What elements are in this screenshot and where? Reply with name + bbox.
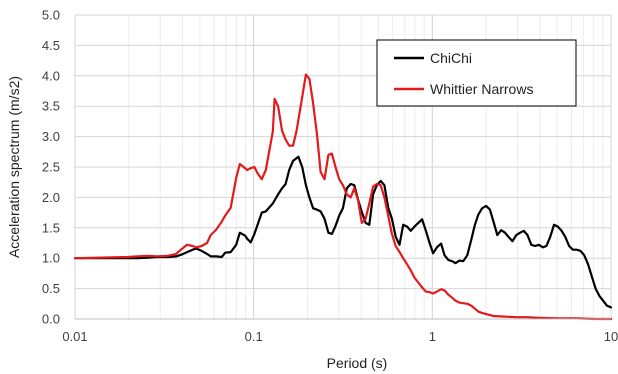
legend-label-whittier-narrows: Whittier Narrows (430, 81, 533, 97)
series-line-whittier-narrows (73, 73, 613, 321)
y-tick-label: 2.0 (42, 190, 60, 205)
x-tick-label: 0.01 (62, 329, 87, 344)
legend-label-chichi: ChiChi (430, 50, 472, 66)
legend: ChiChi Whittier Narrows (376, 39, 577, 107)
y-tick-label: 3.5 (42, 99, 60, 114)
y-axis-tick-labels: 0.0 0.5 1.0 1.5 2.0 2.5 3.0 3.5 4.0 4.5 5.0 (42, 8, 60, 327)
y-tick-label: 2.5 (42, 160, 60, 175)
x-tick-label: 1 (429, 329, 436, 344)
y-tick-label: 4.5 (42, 38, 60, 53)
legend-box (376, 39, 577, 107)
y-tick-label: 4.0 (42, 68, 60, 83)
x-tick-label: 0.1 (245, 329, 263, 344)
x-tick-label: 10 (604, 329, 618, 344)
y-tick-label: 0.0 (42, 312, 60, 327)
series-lines (73, 73, 613, 321)
x-axis-title: Period (s) (327, 355, 388, 371)
y-tick-label: 5.0 (42, 8, 60, 23)
y-tick-label: 1.0 (42, 251, 60, 266)
y-tick-label: 0.5 (42, 281, 60, 296)
x-axis-tick-labels: 0.01 0.1 1 10 (62, 329, 618, 344)
y-axis-title: Acceleration spectrum (m/s2) (6, 76, 22, 258)
series-line-chichi (73, 155, 613, 309)
y-tick-label: 3.0 (42, 129, 60, 144)
y-tick-label: 1.5 (42, 220, 60, 235)
